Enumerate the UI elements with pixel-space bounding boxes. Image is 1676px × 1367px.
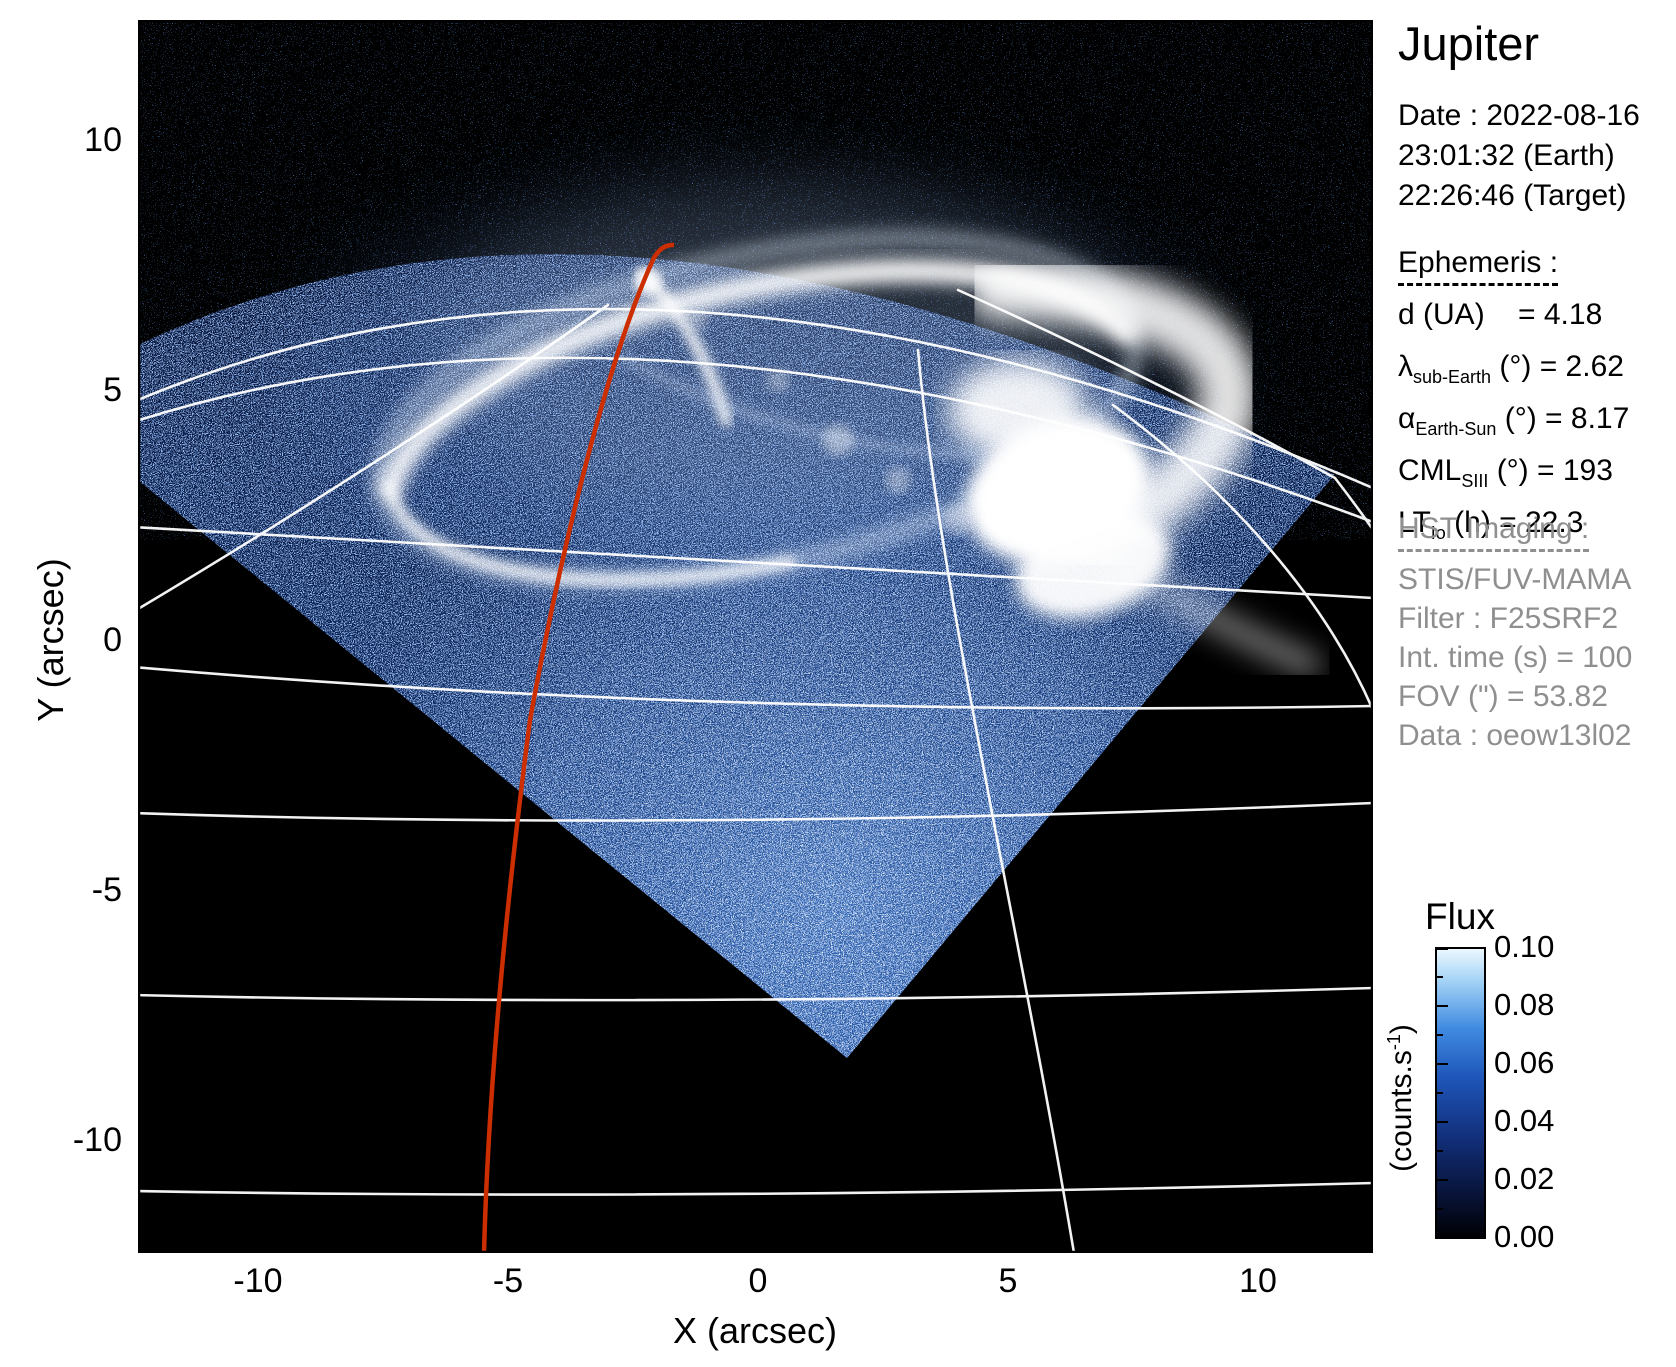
x-tick-label: 5: [998, 1262, 1018, 1300]
target-time-line: 22:26:46 (Target): [1398, 179, 1627, 212]
latitude-arc: [138, 1181, 1373, 1196]
ephemeris-block: Ephemeris : d (UA) = 4.18 λsub-Earth (°)…: [1398, 246, 1629, 554]
meridian-arc: [138, 303, 610, 611]
latitude-arc: [138, 666, 1373, 710]
observation-datetime: Date : 2022-08-16 23:01:32 (Earth) 22:26…: [1398, 96, 1640, 216]
meridian-arc: [1111, 403, 1373, 712]
hst-heading: HST Imaging :: [1398, 512, 1590, 552]
aurora-image: [138, 20, 1373, 1253]
x-axis-label: X (arcsec): [672, 1310, 838, 1351]
hst-dataset: Data : oeow13l02: [1398, 719, 1632, 752]
x-tick-label: -5: [492, 1262, 524, 1300]
latitude-arc: [138, 307, 1373, 490]
earth-time-line: 23:01:32 (Earth): [1398, 139, 1615, 172]
x-tick-label: 0: [748, 1262, 768, 1300]
colorbar-tick-label: 0.08: [1494, 987, 1555, 1022]
ephemeris-line-cml: CMLSIII (°) = 193: [1398, 454, 1613, 491]
ephemeris-line-alpha: αEarth-Sun (°) = 8.17: [1398, 402, 1630, 439]
colorbar-tick-label: 0.02: [1494, 1161, 1555, 1196]
ephemeris-line-lambda: λsub-Earth (°) = 2.62: [1398, 350, 1624, 387]
graticule: [138, 288, 1373, 1253]
x-tick-label: -10: [233, 1262, 283, 1300]
y-tick-label: -10: [72, 1121, 122, 1159]
ephemeris-line-lt: LTIo (h) = 22.3: [1398, 506, 1584, 543]
latitude-arc: [138, 986, 1373, 1002]
y-tick-label: 5: [103, 371, 122, 409]
colorbar-title: Flux: [1425, 896, 1495, 937]
plot-frame: [138, 20, 1373, 1253]
red-footprint-track: [481, 242, 675, 1253]
y-tick-label: -5: [91, 871, 122, 909]
y-axis-label: Y (arcsec): [30, 558, 71, 722]
hst-int-time: Int. time (s) = 100: [1398, 641, 1633, 674]
meridian-arc: [956, 288, 1373, 532]
page-title: Jupiter: [1398, 17, 1540, 70]
y-tick-label: 0: [103, 621, 122, 659]
ephemeris-line-d: d (UA) = 4.18: [1398, 298, 1603, 331]
latitude-arc: [138, 801, 1373, 822]
colorbar-unit-label: (counts.s-1): [1384, 1024, 1418, 1172]
colorbar-tick-label: 0.04: [1494, 1103, 1555, 1138]
y-tick-label: 10: [84, 121, 122, 159]
hst-filter: Filter : F25SRF2: [1398, 602, 1619, 635]
aurora-oval: [288, 170, 1321, 676]
plot-area: [138, 20, 1373, 1253]
x-tick-label: 10: [1239, 1262, 1277, 1300]
colorbar-ticks: [1437, 948, 1448, 1239]
date-line: Date : 2022-08-16: [1398, 99, 1640, 132]
latitude-arc: [138, 356, 1373, 524]
hst-fov: FOV (") = 53.82: [1398, 680, 1608, 713]
hst-imaging-block: HST Imaging : STIS/FUV-MAMA Filter : F25…: [1398, 512, 1632, 755]
colorbar-tick-label: 0.10: [1494, 929, 1555, 964]
hst-instrument: STIS/FUV-MAMA: [1398, 563, 1632, 596]
meridian-arc: [916, 348, 1076, 1253]
latitude-arc: [138, 525, 1373, 600]
colorbar-gradient: [1435, 947, 1486, 1239]
colorbar-tick-label: 0.00: [1494, 1219, 1555, 1254]
ephemeris-heading: Ephemeris :: [1398, 246, 1559, 286]
colorbar: [1435, 947, 1487, 1245]
colorbar-tick-label: 0.06: [1494, 1045, 1555, 1080]
